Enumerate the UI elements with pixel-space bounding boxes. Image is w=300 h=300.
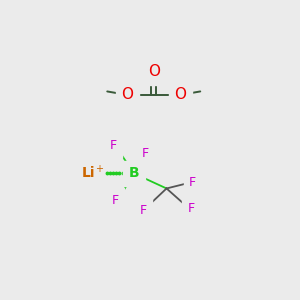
Text: F: F xyxy=(110,139,117,152)
Text: +: + xyxy=(95,164,103,174)
Text: F: F xyxy=(140,204,147,217)
Text: O: O xyxy=(148,64,160,79)
Text: F: F xyxy=(188,202,195,214)
Text: O: O xyxy=(175,87,187,102)
Text: B: B xyxy=(129,167,139,180)
Text: F: F xyxy=(189,176,196,189)
Text: Li: Li xyxy=(82,167,95,180)
Text: F: F xyxy=(142,147,149,160)
Text: O: O xyxy=(121,87,133,102)
Text: F: F xyxy=(112,194,119,206)
